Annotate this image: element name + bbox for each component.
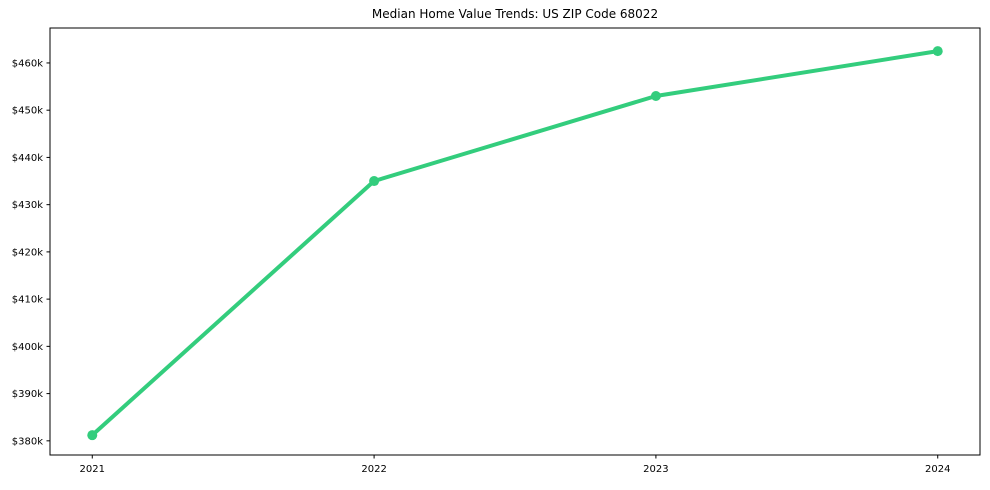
x-tick-label: 2022 bbox=[361, 464, 386, 475]
y-tick-label: $400k bbox=[12, 342, 43, 353]
data-point-2021 bbox=[87, 430, 98, 441]
y-tick-label: $430k bbox=[12, 200, 43, 211]
data-point-2023 bbox=[650, 91, 661, 102]
y-tick-label: $380k bbox=[12, 436, 43, 447]
y-tick-label: $390k bbox=[12, 389, 43, 400]
y-tick-label: $440k bbox=[12, 153, 43, 164]
chart-title: Median Home Value Trends: US ZIP Code 68… bbox=[371, 7, 659, 21]
y-tick-label: $410k bbox=[12, 295, 43, 306]
data-point-2022 bbox=[369, 176, 380, 187]
y-tick-label: $450k bbox=[12, 106, 43, 117]
y-tick-label: $420k bbox=[12, 247, 43, 258]
trend-line bbox=[90, 49, 940, 438]
x-tick-label: 2023 bbox=[643, 464, 668, 475]
plot-frame bbox=[49, 27, 981, 456]
data-point-2024 bbox=[932, 46, 943, 57]
x-tick-label: 2024 bbox=[925, 464, 950, 475]
x-tick-label: 2021 bbox=[80, 464, 105, 475]
y-tick-label: $460k bbox=[12, 58, 43, 69]
